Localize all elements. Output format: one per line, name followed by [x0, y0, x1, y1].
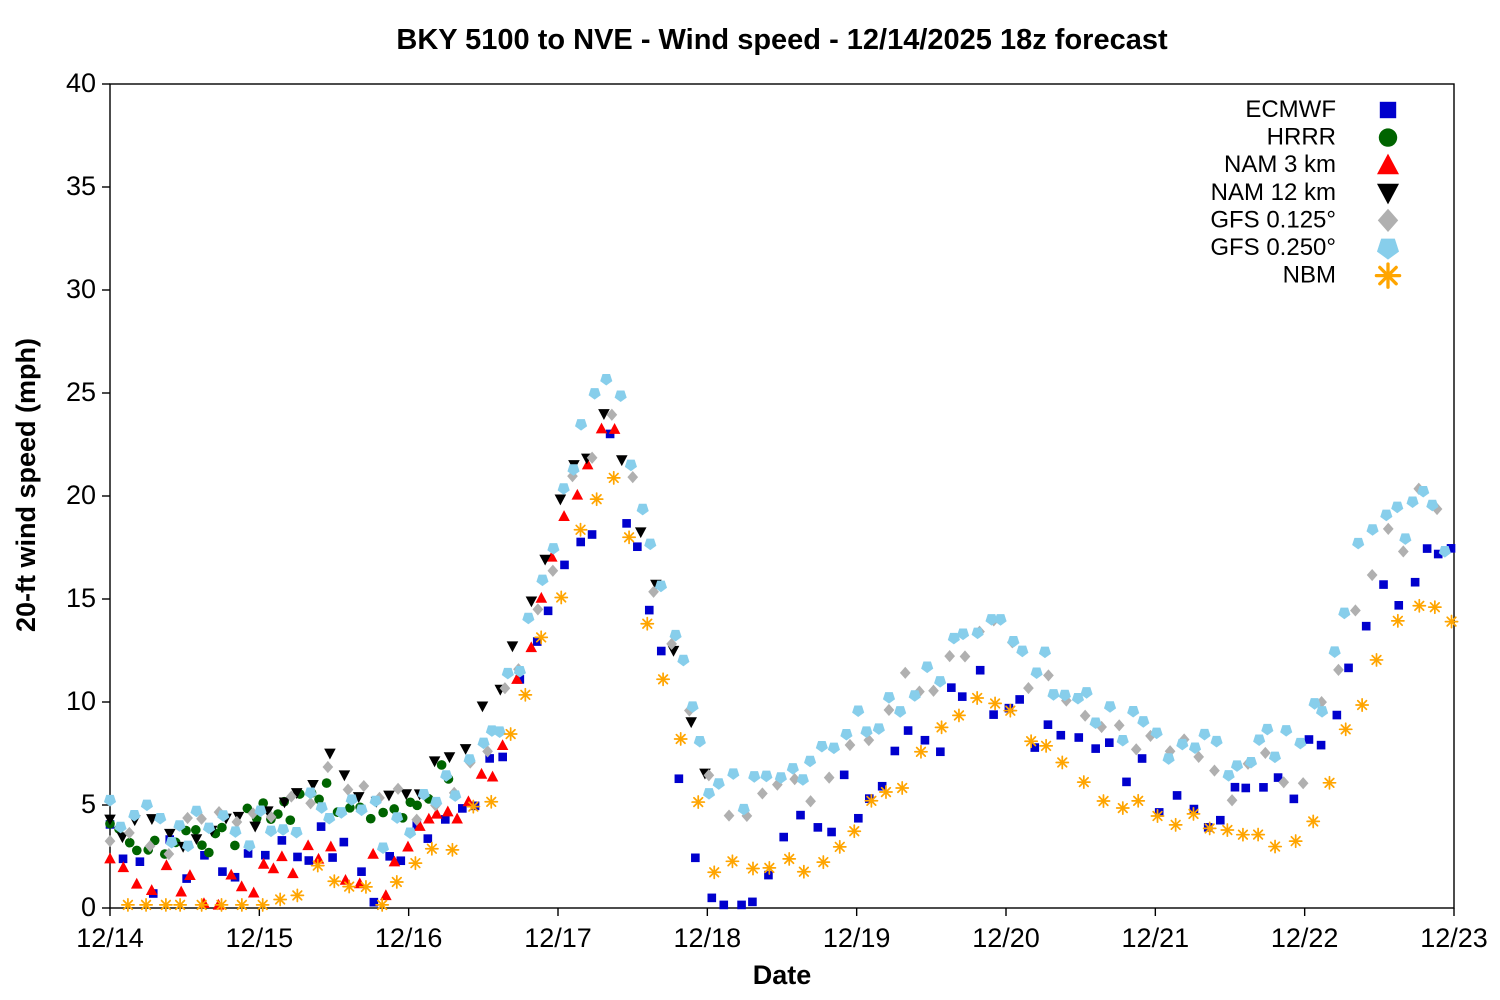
svg-text:40: 40 — [66, 68, 96, 98]
svg-text:12/18: 12/18 — [674, 923, 742, 953]
svg-text:HRRR: HRRR — [1267, 124, 1336, 151]
svg-text:12/19: 12/19 — [823, 923, 891, 953]
svg-text:10: 10 — [66, 686, 96, 716]
svg-text:12/15: 12/15 — [226, 923, 294, 953]
svg-text:NAM 3 km: NAM 3 km — [1224, 151, 1336, 178]
svg-text:12/17: 12/17 — [524, 923, 592, 953]
svg-text:NBM: NBM — [1283, 262, 1336, 289]
svg-text:NAM 12 km: NAM 12 km — [1211, 179, 1336, 206]
svg-text:12/14: 12/14 — [76, 923, 144, 953]
svg-text:12/22: 12/22 — [1271, 923, 1339, 953]
svg-text:5: 5 — [81, 789, 96, 819]
svg-text:12/23: 12/23 — [1420, 923, 1488, 953]
svg-text:0: 0 — [81, 892, 96, 922]
svg-text:15: 15 — [66, 583, 96, 613]
svg-text:25: 25 — [66, 377, 96, 407]
svg-text:ECMWF: ECMWF — [1245, 96, 1336, 123]
svg-text:GFS 0.250°: GFS 0.250° — [1210, 234, 1336, 261]
svg-text:12/16: 12/16 — [375, 923, 443, 953]
svg-text:GFS 0.125°: GFS 0.125° — [1210, 206, 1336, 233]
svg-text:12/20: 12/20 — [972, 923, 1040, 953]
svg-text:20: 20 — [66, 480, 96, 510]
svg-text:30: 30 — [66, 274, 96, 304]
svg-text:35: 35 — [66, 171, 96, 201]
svg-text:12/21: 12/21 — [1122, 923, 1190, 953]
